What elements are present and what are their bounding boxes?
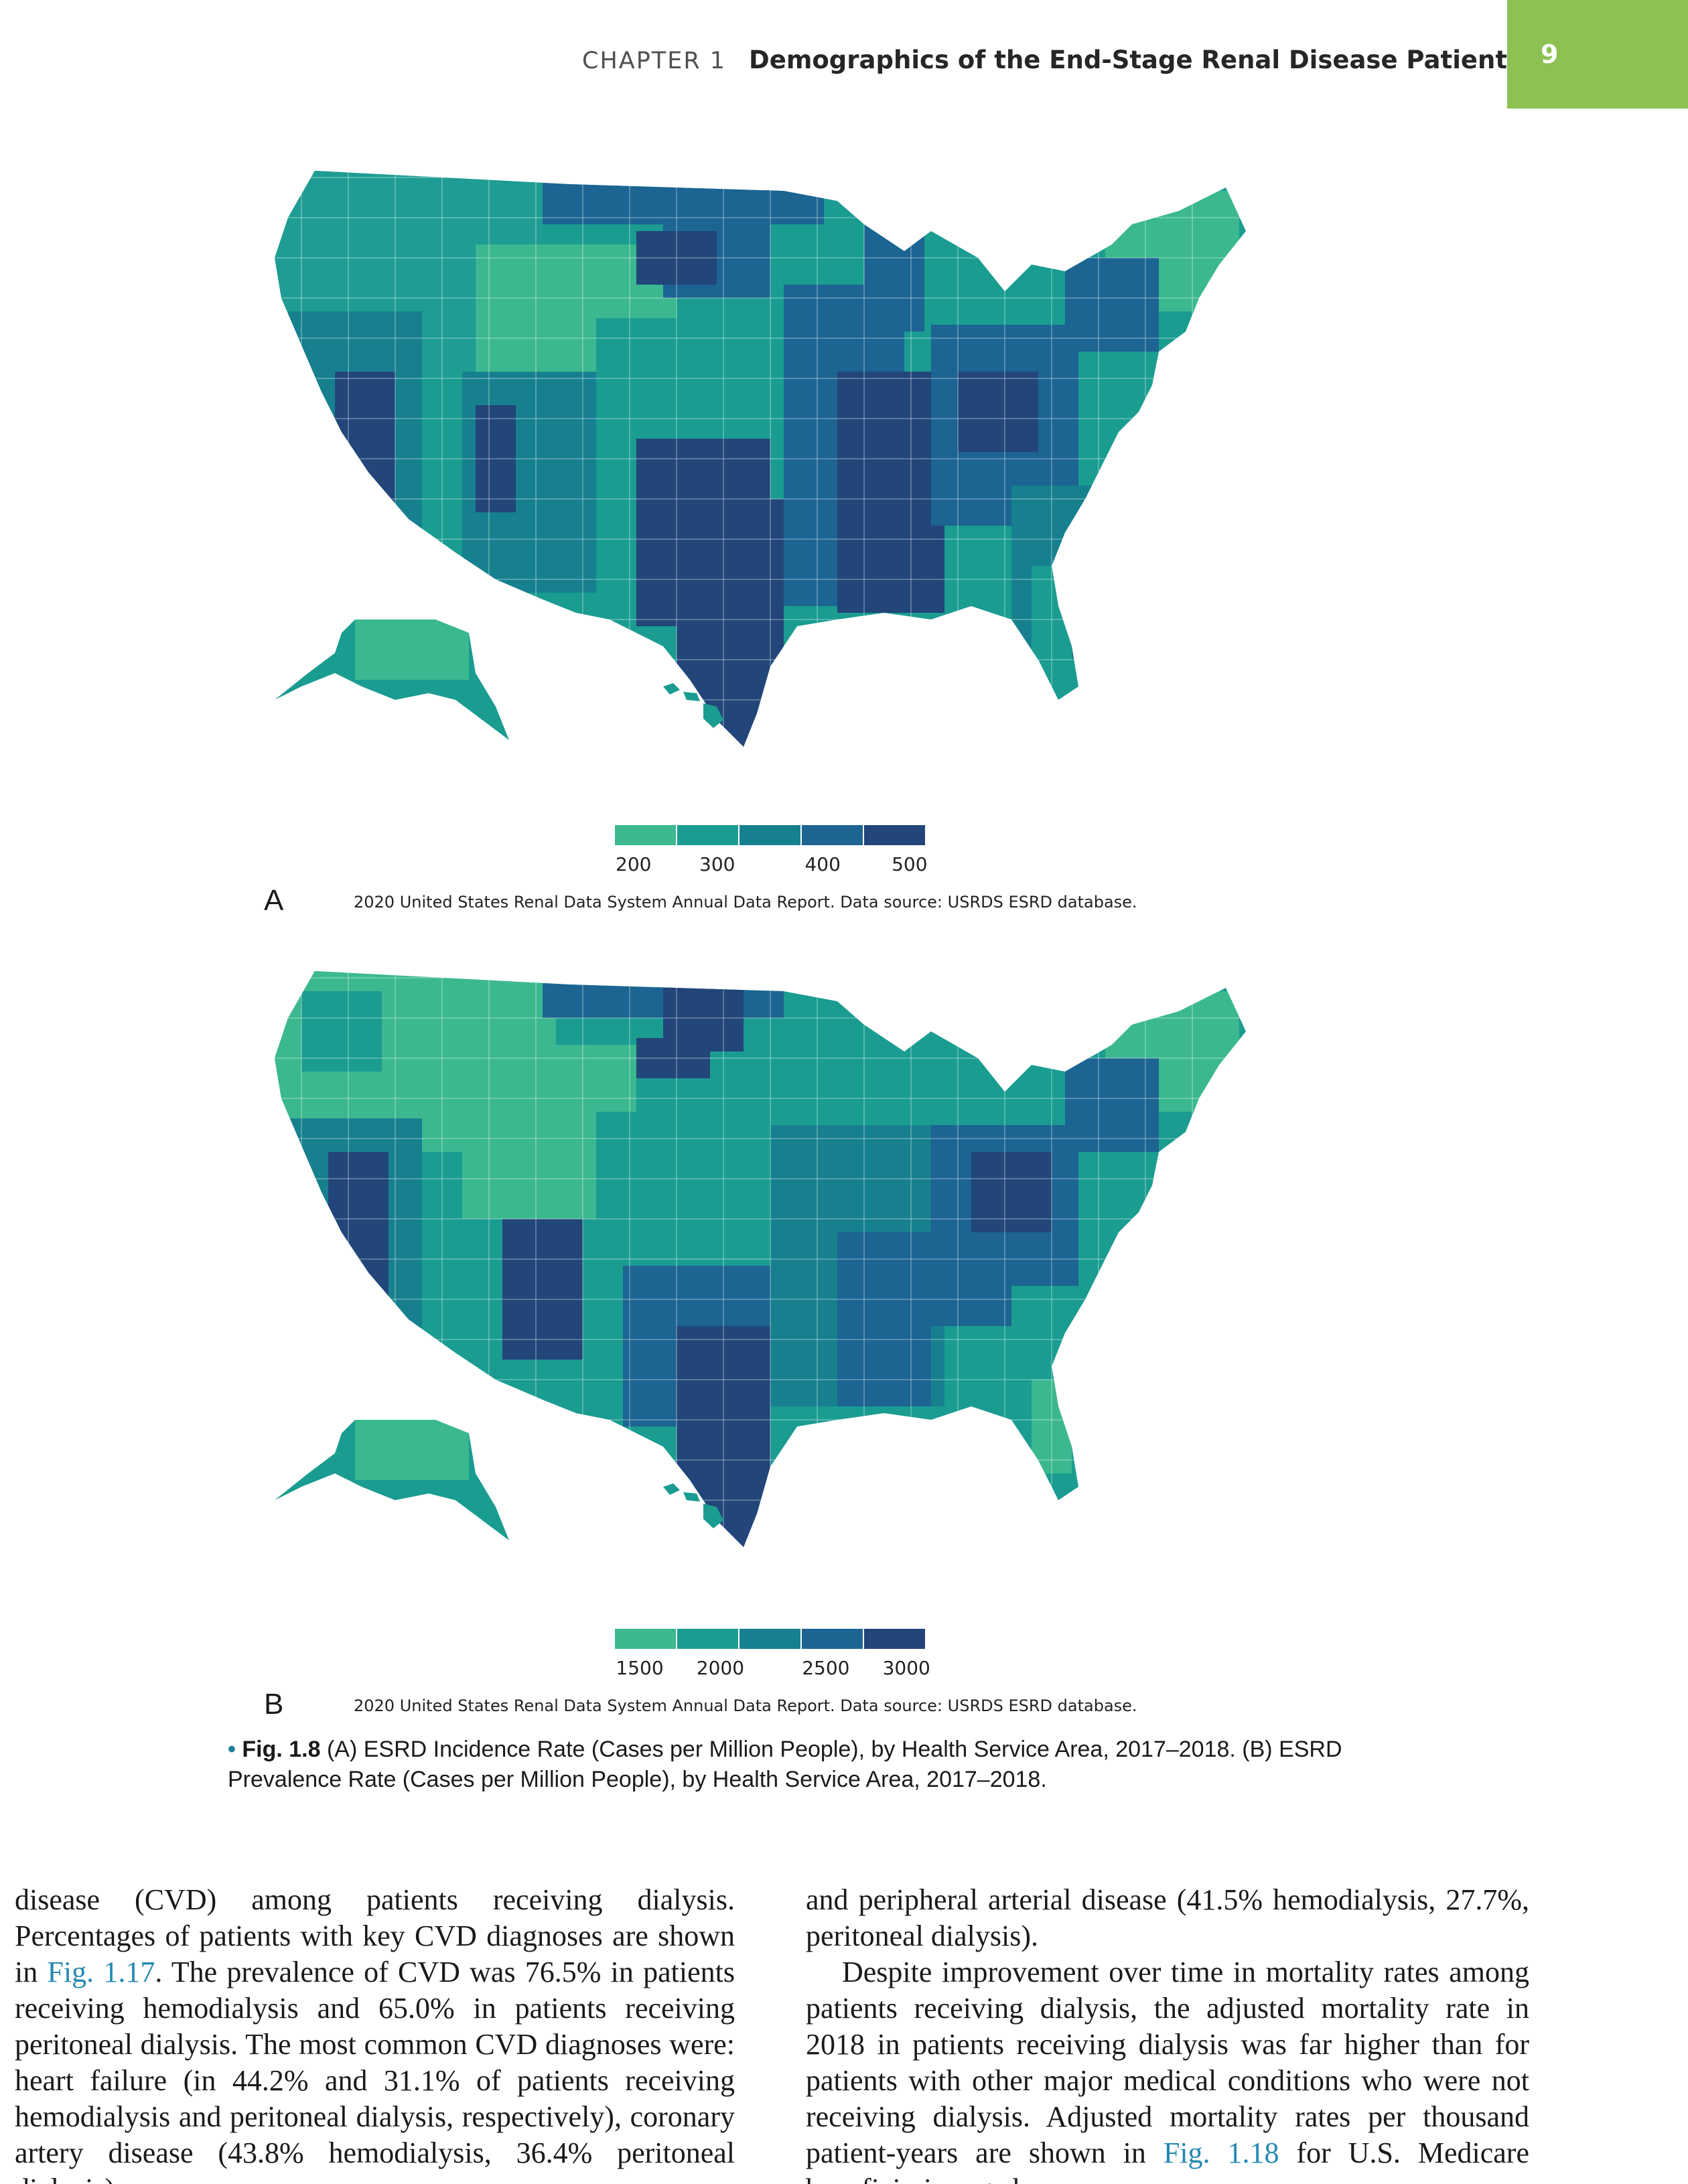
body-paragraph: disease (CVD) among patients receiving d…	[15, 1882, 735, 2184]
map-incidence-alaska	[275, 620, 509, 740]
legend-colorbar-a	[615, 825, 925, 845]
legend-tick: 1500	[616, 1657, 664, 1679]
body-text: for U.S. Medicare beneficiaries aged	[806, 2136, 1529, 2184]
page-number: 9	[1541, 40, 1559, 69]
body-column-left: disease (CVD) among patients receiving d…	[15, 1882, 735, 2184]
panel-letter-b: B	[264, 1688, 284, 1721]
legend-segment	[802, 1629, 864, 1649]
legend-segment	[615, 1629, 677, 1649]
caption-bullet: •	[228, 1737, 236, 1762]
legend-segment	[740, 825, 802, 845]
legend-segment	[677, 825, 740, 845]
legend-tick: 3000	[882, 1657, 930, 1679]
body-paragraph: Despite improvement over time in mortali…	[806, 1954, 1529, 2184]
caption-label: Fig. 1.8	[242, 1737, 321, 1762]
source-note-b: 2020 United States Renal Data System Ann…	[354, 1696, 1137, 1715]
figure-caption: • Fig. 1.8 (A) ESRD Incidence Rate (Case…	[228, 1735, 1353, 1795]
legend-segment	[677, 1629, 740, 1649]
page-number-tab: 9	[1507, 0, 1688, 108]
body-text: disease (CVD) among patients receiving d…	[15, 1883, 735, 1988]
body-paragraph: and peripheral arterial disease (41.5% h…	[806, 1883, 1529, 1952]
legend-segment	[802, 825, 864, 845]
chapter-label: CHAPTER 1	[582, 48, 727, 74]
map-prevalence-svg	[275, 971, 1246, 1547]
legend-tick: 200	[616, 853, 652, 875]
map-incidence-svg	[275, 171, 1246, 747]
map-prevalence-alaska	[275, 1420, 509, 1540]
body-column-right: and peripheral arterial disease (41.5% h…	[806, 1882, 1529, 2184]
body-text: Despite improvement over time in mortali…	[806, 1956, 1529, 2169]
figure-link[interactable]: Fig. 1.18	[1163, 2136, 1279, 2169]
running-header: CHAPTER 1 Demographics of the End-Stage …	[582, 46, 1507, 83]
legend-tick: 400	[804, 853, 841, 875]
map-prevalence	[261, 951, 1279, 1607]
body-text: . The prevalence of CVD was 76.5% in pat…	[15, 1956, 735, 2184]
legend-tick: 300	[699, 853, 735, 875]
figure-link[interactable]: Fig. 1.17	[47, 1956, 155, 1988]
legend-segment	[740, 1629, 802, 1649]
legend-ticks-a: 200 300 400 500	[615, 853, 928, 880]
source-note-a: 2020 United States Renal Data System Ann…	[354, 893, 1137, 912]
legend-segment	[615, 825, 677, 845]
caption-text: (A) ESRD Incidence Rate (Cases per Milli…	[228, 1737, 1342, 1792]
chapter-title: Demographics of the End-Stage Renal Dise…	[749, 46, 1507, 74]
panel-letter-a: A	[264, 884, 284, 917]
legend-tick: 500	[892, 853, 928, 875]
legend-segment	[864, 825, 925, 845]
legend-tick: 2000	[696, 1657, 745, 1679]
legend-segment	[864, 1629, 925, 1649]
legend-tick: 2500	[802, 1657, 850, 1679]
legend-ticks-b: 1500 2000 2500 3000	[615, 1657, 930, 1684]
map-incidence	[261, 151, 1279, 807]
legend-colorbar-b	[615, 1629, 925, 1649]
